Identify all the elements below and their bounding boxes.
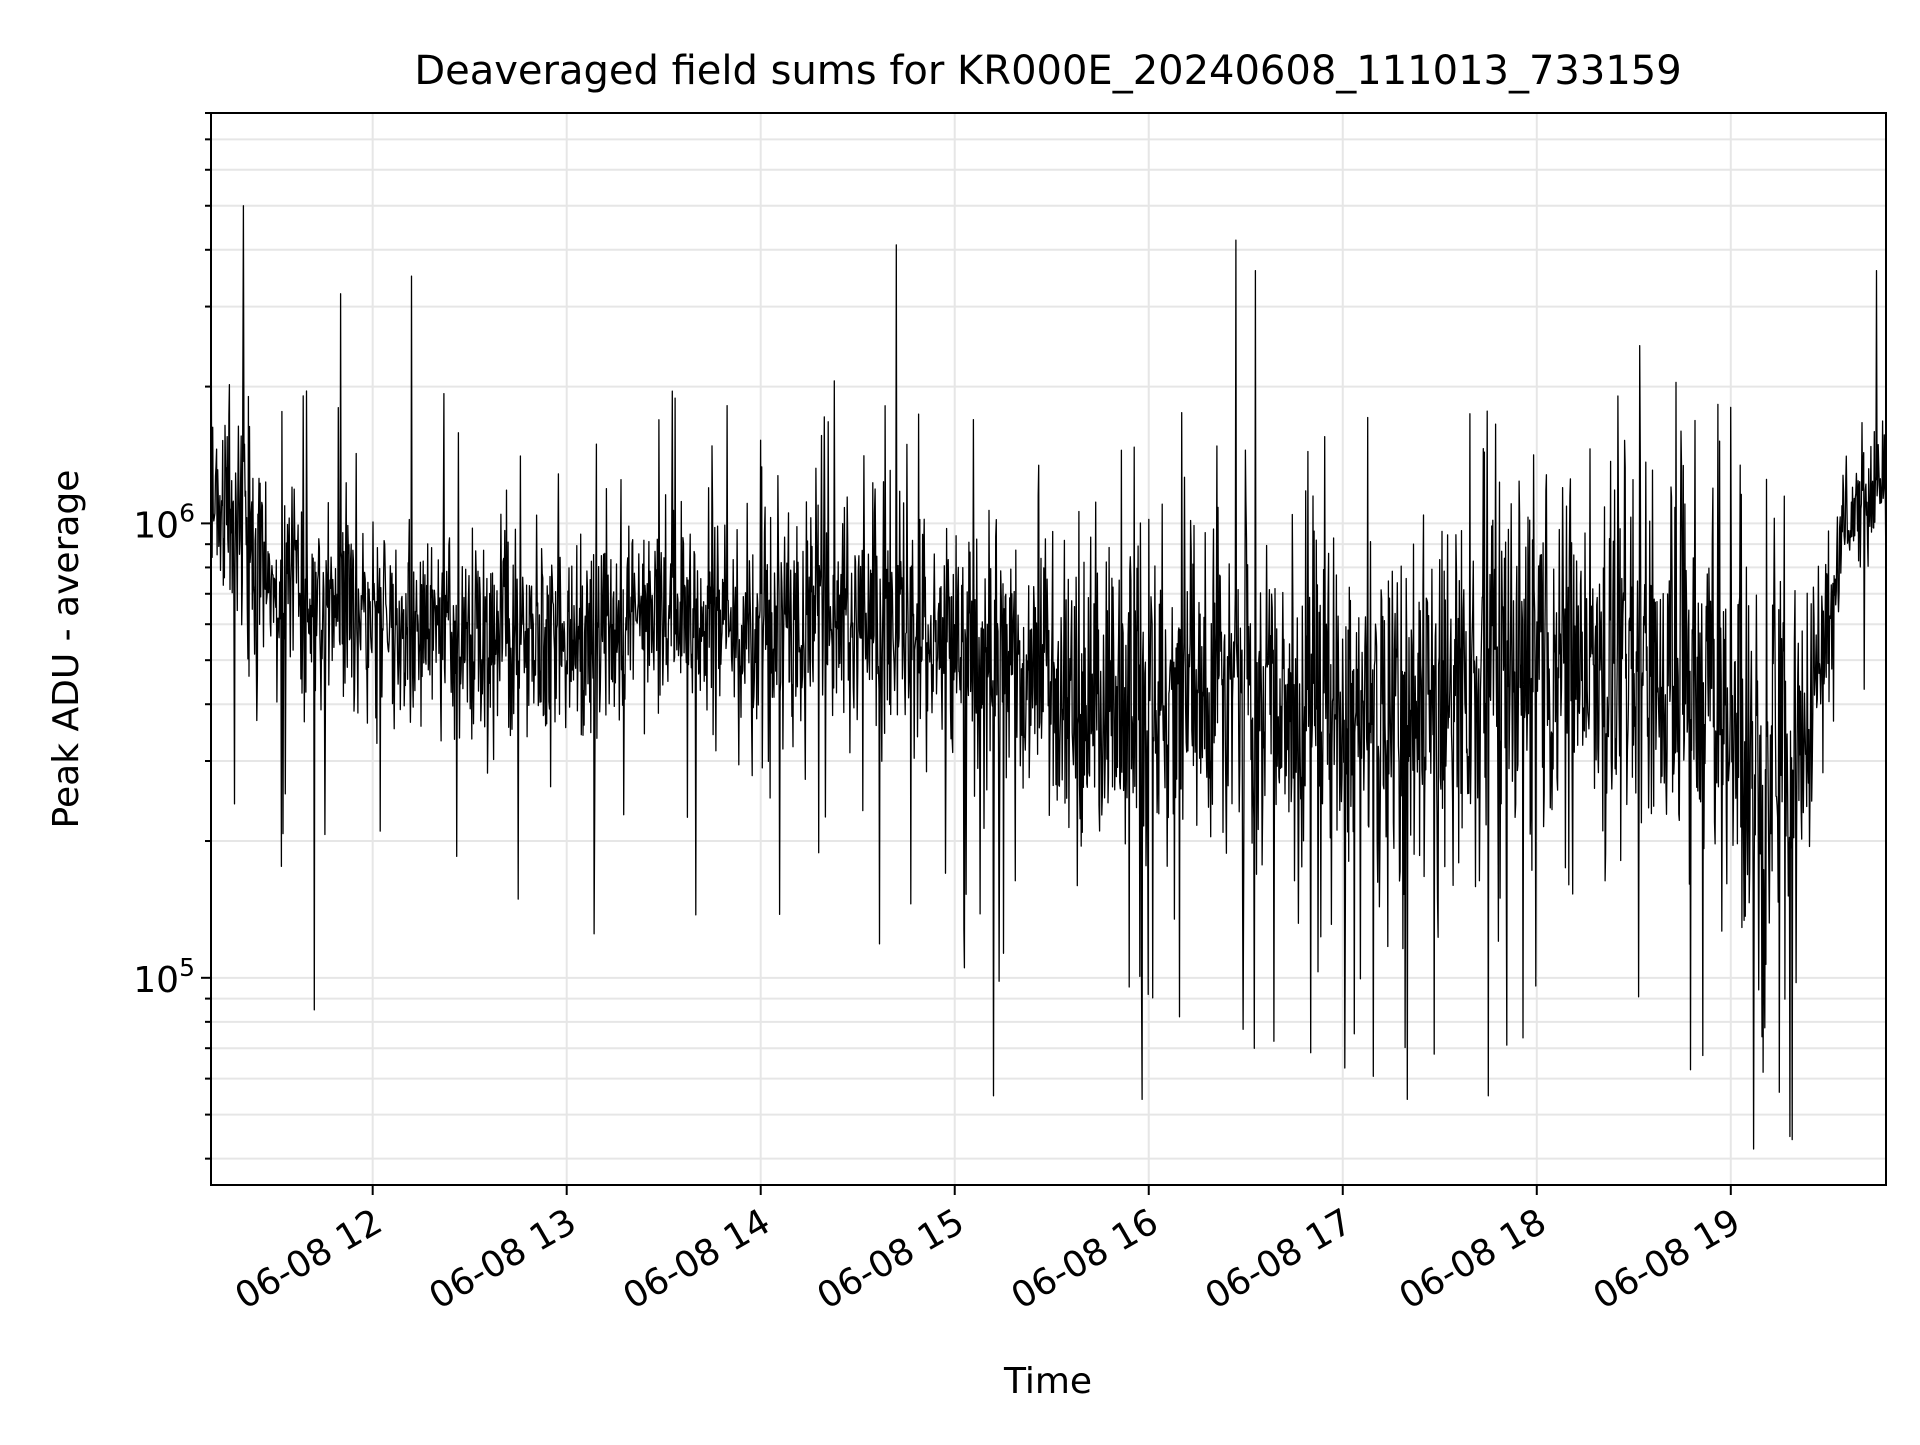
y-tick-label: 105: [133, 953, 195, 1001]
x-tick-label: 06-08 19: [1587, 1201, 1748, 1317]
plot-frame: [210, 112, 1887, 1186]
x-tick-label: 06-08 16: [1005, 1201, 1166, 1317]
x-tick-label: 06-08 12: [229, 1201, 390, 1317]
y-axis-label: Peak ADU - average: [46, 470, 87, 829]
y-tick-label: 106: [133, 498, 195, 546]
x-axis: 06-08 12 06-08 13 06-08 14 06-08 15 06-08 16…: [229, 1185, 1748, 1318]
series-line: [210, 205, 1887, 1150]
y-axis: 105 106: [133, 112, 211, 1160]
x-tick-label: 06-08 13: [423, 1201, 584, 1317]
x-tick-label: 06-08 18: [1393, 1201, 1554, 1317]
x-axis-label: Time: [1003, 1361, 1092, 1402]
chart-title: Deaveraged field sums for KR000E_2024060…: [414, 48, 1681, 94]
x-tick-label: 06-08 14: [617, 1201, 778, 1317]
x-tick-label: 06-08 17: [1199, 1201, 1360, 1317]
x-tick-label: 06-08 15: [811, 1201, 972, 1317]
data-series: [210, 205, 1887, 1150]
